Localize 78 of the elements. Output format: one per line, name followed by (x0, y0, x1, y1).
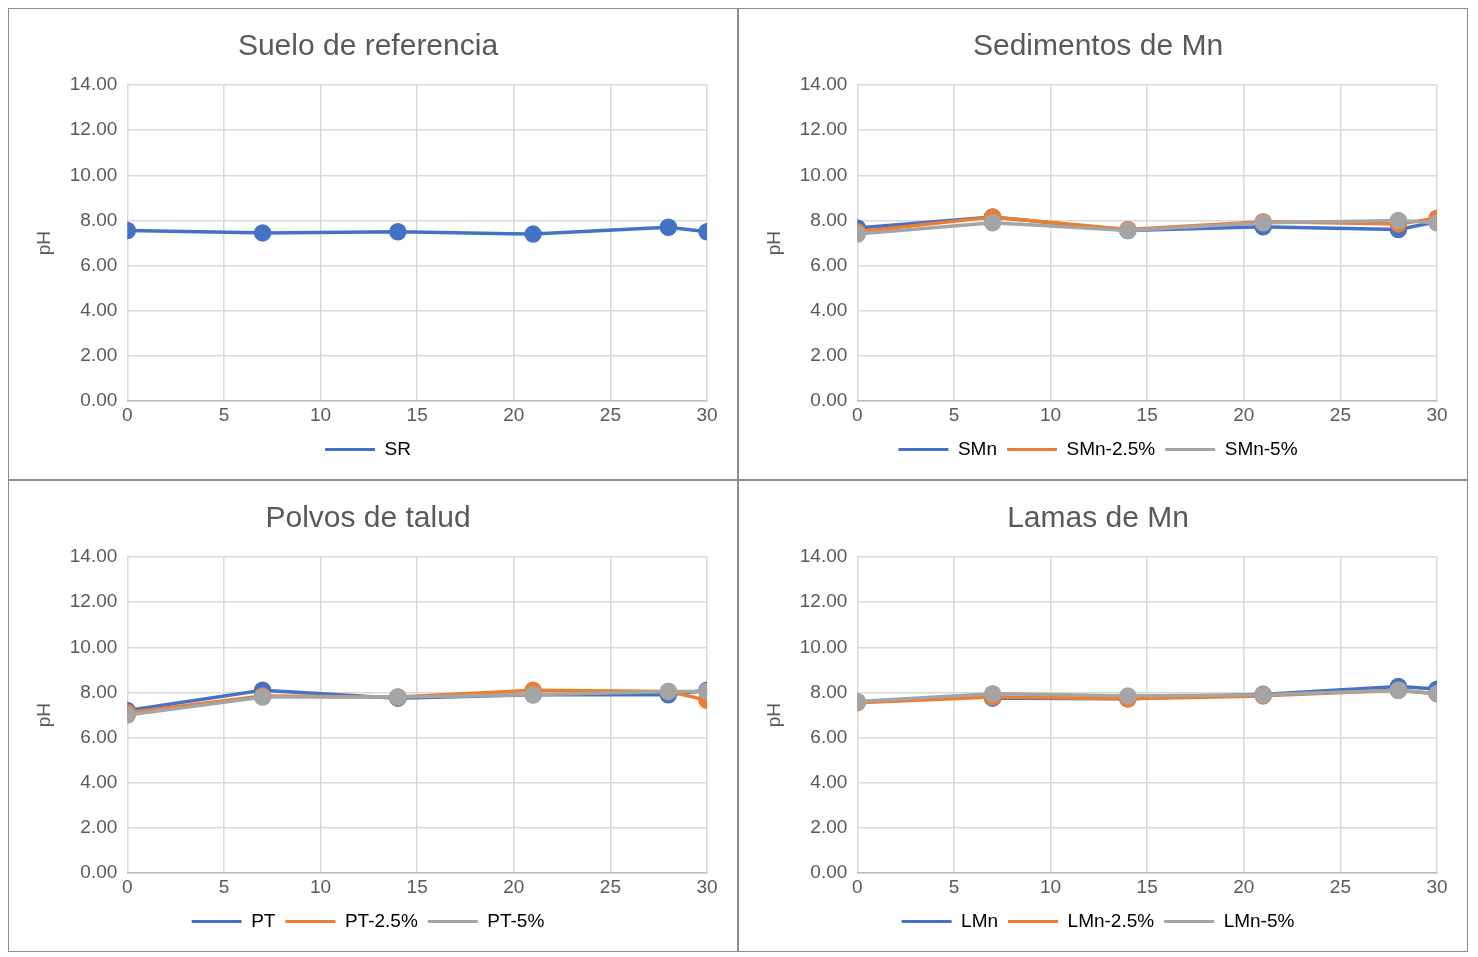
y-tick-label: 8.00 (810, 208, 848, 230)
y-tick-label: 4.00 (80, 299, 118, 321)
chart-title: Suelo de referencia (237, 28, 499, 62)
x-tick-label: 5 (218, 875, 230, 897)
x-tick-label: 5 (948, 875, 960, 897)
y-tick-label: 2.00 (80, 344, 118, 366)
y-tick-label: 10.00 (799, 163, 848, 185)
x-tick-label: 0 (852, 875, 863, 897)
legend-label: PT-5% (487, 909, 545, 931)
x-tick-label: 0 (122, 875, 133, 897)
y-tick-label: 6.00 (80, 725, 118, 747)
y-tick-label: 10.00 (69, 635, 118, 657)
legend-label: SR (384, 437, 411, 459)
x-tick-label: 20 (503, 403, 525, 425)
legend-label: PT-2.5% (344, 909, 418, 931)
y-tick-label: 0.00 (810, 389, 848, 411)
y-axis-title: pH (32, 702, 54, 728)
x-tick-label: 20 (503, 875, 525, 897)
legend-label: LMn-2.5% (1067, 909, 1155, 931)
x-tick-label: 15 (406, 875, 428, 897)
x-tick-label: 25 (1329, 875, 1351, 897)
x-tick-label: 30 (1426, 875, 1448, 897)
legend-label: LMn (961, 909, 999, 931)
y-tick-label: 10.00 (799, 635, 848, 657)
y-tick-label: 12.00 (799, 118, 848, 140)
legend-label: SMn (957, 437, 998, 459)
y-tick-label: 14.00 (799, 73, 848, 95)
y-tick-label: 14.00 (799, 545, 848, 567)
y-tick-label: 8.00 (80, 208, 118, 230)
x-tick-label: 10 (309, 875, 332, 897)
y-tick-label: 12.00 (799, 590, 848, 612)
legend-label: PT (251, 909, 276, 931)
y-tick-label: 10.00 (69, 163, 118, 185)
x-tick-label: 10 (1039, 403, 1062, 425)
y-tick-label: 0.00 (80, 389, 118, 411)
y-tick-label: 4.00 (810, 771, 848, 793)
y-tick-label: 4.00 (80, 771, 118, 793)
y-tick-label: 14.00 (69, 73, 118, 95)
x-tick-label: 30 (696, 875, 718, 897)
y-tick-label: 8.00 (810, 680, 848, 702)
y-tick-label: 8.00 (80, 680, 118, 702)
y-tick-label: 4.00 (810, 299, 848, 321)
chart-title: Lamas de Mn (1007, 500, 1189, 534)
x-tick-label: 25 (1329, 403, 1351, 425)
x-tick-label: 10 (1039, 875, 1062, 897)
y-axis-title: pH (762, 702, 784, 728)
x-tick-label: 25 (599, 875, 621, 897)
x-tick-label: 15 (1136, 875, 1158, 897)
x-tick-label: 30 (1426, 403, 1448, 425)
chart-title: Polvos de talud (265, 500, 471, 534)
y-axis-title: pH (32, 230, 54, 256)
legend-label: SMn-2.5% (1066, 437, 1156, 459)
x-tick-label: 5 (218, 403, 230, 425)
y-tick-label: 2.00 (80, 816, 118, 838)
x-tick-label: 0 (122, 403, 133, 425)
y-tick-label: 0.00 (80, 861, 118, 883)
y-tick-label: 6.00 (810, 253, 848, 275)
x-tick-label: 10 (309, 403, 332, 425)
legend-label: LMn-5% (1223, 909, 1295, 931)
x-tick-label: 20 (1233, 403, 1255, 425)
x-tick-label: 20 (1233, 875, 1255, 897)
y-tick-label: 2.00 (810, 816, 848, 838)
y-tick-label: 0.00 (810, 861, 848, 883)
x-tick-label: 5 (948, 403, 960, 425)
y-tick-label: 12.00 (69, 590, 118, 612)
y-tick-label: 6.00 (810, 725, 848, 747)
x-tick-label: 15 (406, 403, 428, 425)
x-tick-label: 15 (1136, 403, 1158, 425)
y-tick-label: 2.00 (810, 344, 848, 366)
y-tick-label: 12.00 (69, 118, 118, 140)
y-tick-label: 14.00 (69, 545, 118, 567)
x-tick-label: 0 (852, 403, 863, 425)
legend-label: SMn-5% (1224, 437, 1298, 459)
chart-title: Sedimentos de Mn (972, 28, 1224, 62)
x-tick-label: 25 (599, 403, 621, 425)
y-axis-title: pH (762, 230, 784, 256)
y-tick-label: 6.00 (80, 253, 118, 275)
x-tick-label: 30 (696, 403, 718, 425)
